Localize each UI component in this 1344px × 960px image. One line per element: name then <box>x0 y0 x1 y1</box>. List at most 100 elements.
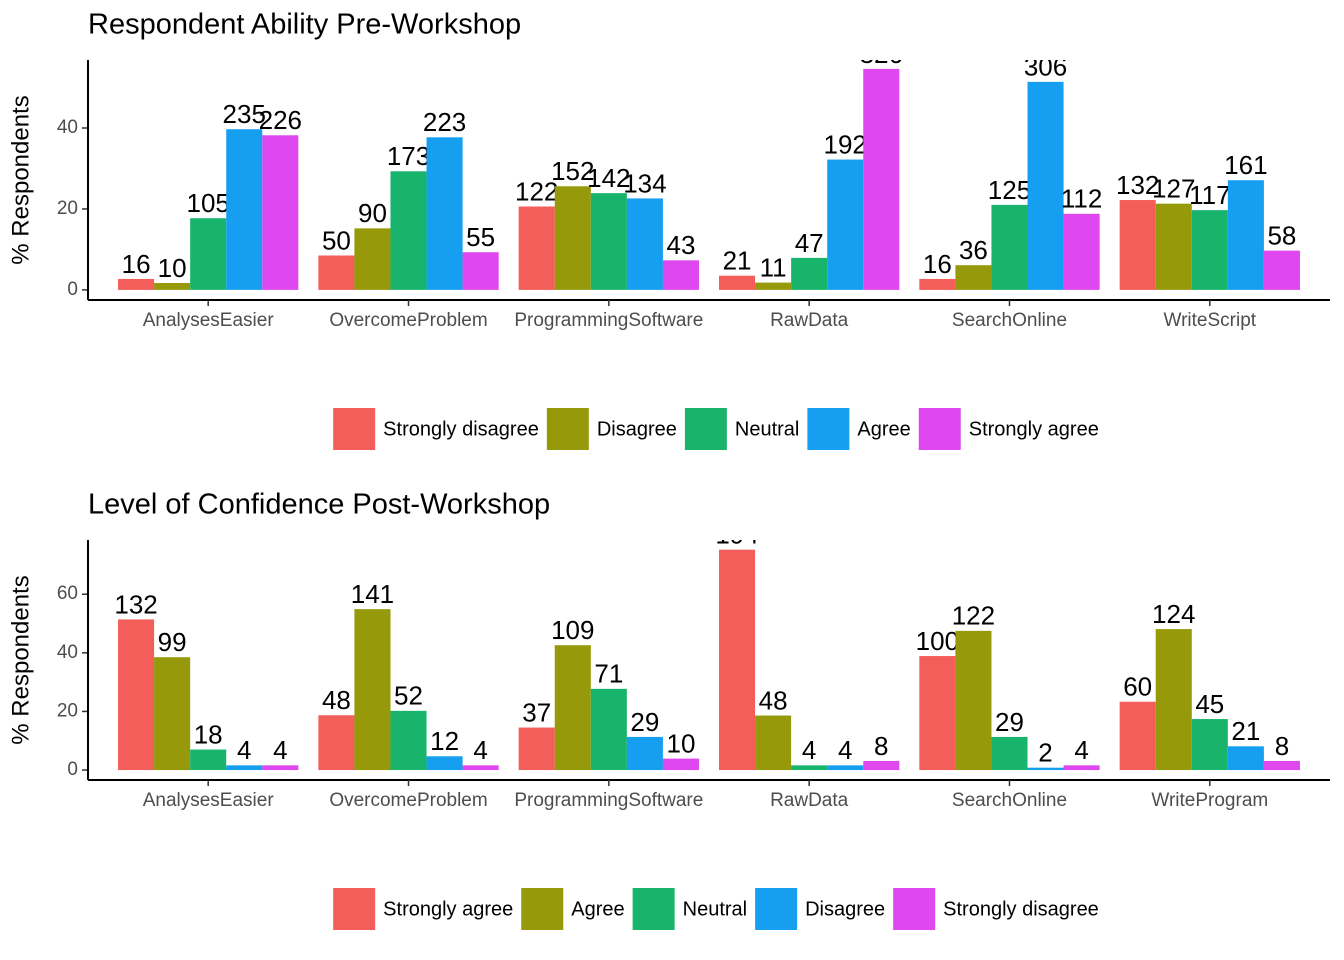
bar <box>390 171 427 290</box>
data-label: 29 <box>995 707 1024 737</box>
data-label: 132 <box>1116 170 1159 200</box>
data-label: 48 <box>759 685 788 715</box>
data-label: 125 <box>988 175 1031 205</box>
data-label: 4 <box>838 735 852 765</box>
data-label: 55 <box>466 222 495 252</box>
legend-key <box>632 888 675 930</box>
data-label: 192 <box>824 129 867 159</box>
x-tick-label: SearchOnline <box>952 790 1067 811</box>
bar <box>755 715 792 771</box>
data-label: 47 <box>795 228 824 258</box>
x-tick-label: SearchOnline <box>952 310 1067 331</box>
x-tick-label: WriteScript <box>1164 310 1257 331</box>
data-label: 10 <box>666 728 695 758</box>
data-label: 58 <box>1267 220 1296 250</box>
legend-label: Strongly agree <box>969 418 1099 440</box>
data-label: 134 <box>623 168 666 198</box>
bar <box>462 765 499 771</box>
bar <box>190 749 227 771</box>
bar <box>226 765 263 771</box>
bar <box>626 736 663 771</box>
y-tick-label: 20 <box>57 700 78 721</box>
bar <box>518 206 555 290</box>
legend-label: Disagree <box>597 418 677 440</box>
legend-label: Strongly agree <box>383 898 513 920</box>
bar <box>827 159 864 290</box>
bar <box>554 186 591 290</box>
bar <box>827 765 864 771</box>
bar <box>518 727 555 771</box>
bar <box>318 715 355 771</box>
bar <box>1263 250 1300 290</box>
bar <box>791 765 828 771</box>
legend-key <box>893 888 936 930</box>
data-label: 37 <box>522 697 551 727</box>
bar <box>1191 210 1228 290</box>
data-label: 60 <box>1123 672 1152 702</box>
data-label: 29 <box>630 707 659 737</box>
data-label: 4 <box>1074 735 1088 765</box>
bar <box>991 736 1028 771</box>
bar <box>1063 213 1100 290</box>
bar <box>190 218 227 290</box>
bar <box>1063 765 1100 771</box>
data-label: 48 <box>322 685 351 715</box>
plot-area: 16 50 122 21 16 132 10 90 152 11 36 127 105 173 142 47 1… <box>118 60 1300 290</box>
bar <box>863 68 900 290</box>
bar <box>354 228 391 290</box>
legend: Strongly disagree Disagree Neutral Agree Str… <box>333 408 1099 450</box>
x-tick-label: AnalysesEasier <box>143 790 275 811</box>
data-label: 8 <box>1275 731 1289 761</box>
bar <box>1227 180 1264 290</box>
data-label: 2 <box>1038 738 1052 768</box>
legend-label: Strongly disagree <box>943 898 1099 920</box>
bar <box>118 278 155 290</box>
data-label: 100 <box>916 626 959 656</box>
x-tick-label: ProgrammingSoftware <box>514 310 703 331</box>
x-tick-label: RawData <box>770 790 849 811</box>
data-label: 12 <box>430 726 459 756</box>
data-label: 124 <box>1152 599 1195 629</box>
bar <box>1155 629 1192 771</box>
bar <box>719 275 756 290</box>
data-label: 90 <box>358 198 387 228</box>
bar <box>955 265 992 290</box>
data-label: 122 <box>952 601 995 631</box>
x-tick-label: RawData <box>770 310 849 331</box>
data-label: 21 <box>1231 716 1260 746</box>
legend-key <box>755 888 798 930</box>
bar <box>1263 760 1300 771</box>
data-label: 18 <box>194 719 223 749</box>
legend-label: Agree <box>857 418 910 440</box>
x-tick-label: OvercomeProblem <box>329 310 487 331</box>
bar <box>1119 200 1156 290</box>
data-label: 194 <box>715 520 758 550</box>
bar <box>118 619 155 771</box>
data-label: 16 <box>122 249 151 279</box>
chart-title: Respondent Ability Pre-Workshop <box>88 9 521 41</box>
data-label: 141 <box>351 579 394 609</box>
bar <box>154 283 191 290</box>
data-label: 50 <box>322 225 351 255</box>
bar <box>390 710 427 771</box>
y-axis-title: % Respondents <box>7 575 34 744</box>
legend-key <box>521 888 564 930</box>
y-axis-title: % Respondents <box>7 95 34 264</box>
data-label: 152 <box>551 156 594 186</box>
data-label: 8 <box>874 731 888 761</box>
data-label: 109 <box>551 615 594 645</box>
bar <box>318 255 355 290</box>
data-label: 16 <box>923 249 952 279</box>
data-label: 142 <box>587 163 630 193</box>
y-tick-label: 40 <box>57 117 78 138</box>
y-tick-label: 0 <box>67 279 78 300</box>
bar <box>719 549 756 771</box>
bar <box>226 129 263 290</box>
legend-key <box>546 408 589 450</box>
data-label: 4 <box>473 735 487 765</box>
data-label: 226 <box>259 105 302 135</box>
legend-key <box>333 888 376 930</box>
y-tick-label: 60 <box>57 583 78 604</box>
